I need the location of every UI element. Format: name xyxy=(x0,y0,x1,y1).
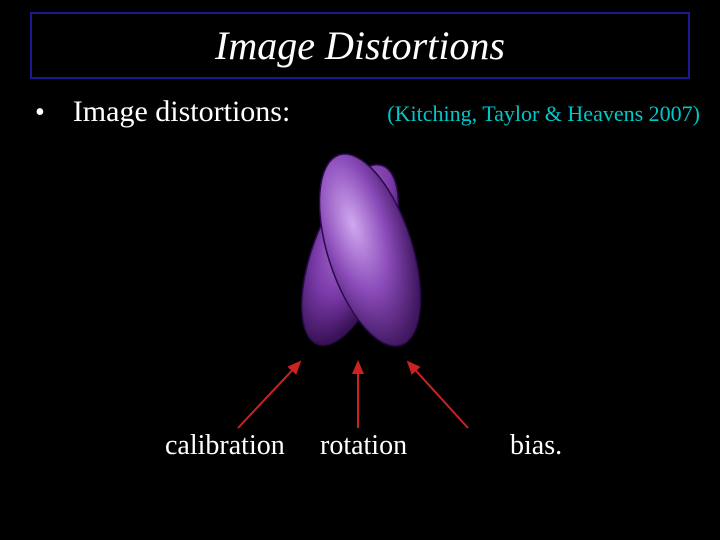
label-bias: bias. xyxy=(510,430,562,462)
title-box: Image Distortions xyxy=(30,12,690,79)
arrow-calibration xyxy=(238,362,300,428)
label-rotation: rotation xyxy=(320,430,407,462)
bullet-text: Image distortions: xyxy=(73,95,290,129)
arrow-bias xyxy=(408,362,468,428)
distortion-graphic xyxy=(250,150,470,360)
bullet-row: • Image distortions: (Kitching, Taylor &… xyxy=(35,95,700,129)
label-calibration: calibration xyxy=(165,430,285,462)
bullet-marker: • xyxy=(35,97,45,129)
citation-text: (Kitching, Taylor & Heavens 2007) xyxy=(387,101,700,127)
slide-title: Image Distortions xyxy=(32,22,688,69)
